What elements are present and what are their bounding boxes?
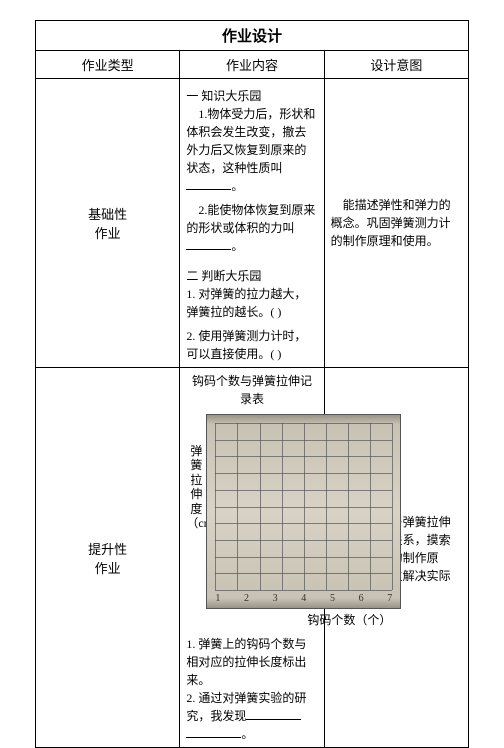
- chart-ylabel: 弹簧拉伸度（cm）: [186, 414, 206, 530]
- table-row: 基础性 作业 一 知识大乐园 1.物体受力后，形状和体积会发生改变，撤去外力后又…: [36, 79, 469, 368]
- table-row: 提升性 作业 钩码个数与弹簧拉伸记录表 弹簧拉伸度（cm） 1234567 钩码…: [36, 368, 469, 748]
- grid-chart: 1234567: [206, 414, 401, 609]
- chart-title: 钩码个数与弹簧拉伸记录表: [186, 372, 317, 408]
- worksheet-table: 作业设计 作业类型 作业内容 设计意图 基础性 作业 一 知识大乐园 1.物体受…: [35, 20, 469, 748]
- chart-xlabel: 钩码个数（个）: [186, 611, 416, 629]
- intent-cell-basic: 能描述弹性和弹力的概念。巩固弹簧测力计的制作原理和使用。: [324, 79, 468, 368]
- judge1: 1. 对弹簧的拉力越大，弹簧拉的越长。( ): [186, 285, 317, 321]
- type-cell-basic: 基础性 作业: [36, 79, 180, 368]
- header-content: 作业内容: [180, 51, 324, 79]
- question2: 2. 通过对弹簧实验的研究，我发现: [186, 689, 317, 725]
- section2-title: 二 判断大乐园: [186, 267, 317, 285]
- header-type: 作业类型: [36, 51, 180, 79]
- table-title: 作业设计: [36, 21, 469, 51]
- blank-field[interactable]: [246, 708, 301, 720]
- item2: 2.能使物体恢复到原来的形状或体积的力叫。: [186, 201, 317, 255]
- blank-field[interactable]: [186, 726, 241, 738]
- blank-field[interactable]: [186, 238, 231, 250]
- chart-area: 弹簧拉伸度（cm） 1234567 钩码个数（个）: [186, 414, 416, 629]
- blank-field[interactable]: [186, 178, 231, 190]
- content-cell-basic: 一 知识大乐园 1.物体受力后，形状和体积会发生改变，撤去外力后又恢复到原来的状…: [180, 79, 324, 368]
- question1: 1. 弹簧上的钩码个数与相对应的拉伸长度标出来。: [186, 635, 317, 689]
- x-tick-labels: 1234567: [215, 591, 392, 606]
- header-intent: 设计意图: [324, 51, 468, 79]
- item1: 1.物体受力后，形状和体积会发生改变，撤去外力后又恢复到原来的状态，这种性质叫。: [186, 105, 317, 195]
- section1-title: 一 知识大乐园: [186, 87, 317, 105]
- judge2: 2. 使用弹簧测力计时，可以直接使用。( ): [186, 327, 317, 363]
- type-cell-advanced: 提升性 作业: [36, 368, 180, 748]
- content-cell-advanced: 钩码个数与弹簧拉伸记录表 弹簧拉伸度（cm） 1234567 钩码个数（个） 1…: [180, 368, 324, 748]
